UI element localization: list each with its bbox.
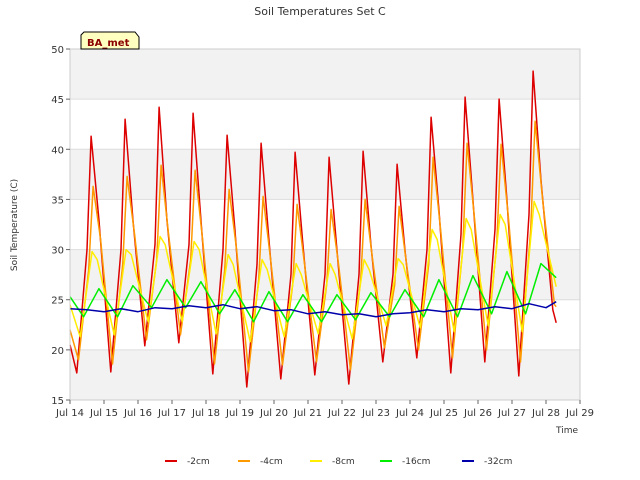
x-tick-label: Jul 17	[157, 408, 186, 419]
y-tick-label: 30	[51, 246, 64, 257]
x-tick-label: Jul 29	[565, 408, 594, 419]
x-axis-ticks: Jul 14 Jul 15 Jul 16 Jul 17 Jul 18 Jul 19 Jul …	[55, 400, 594, 419]
x-tick-label: Jul 25	[429, 408, 458, 419]
x-tick-label: Jul 19	[225, 408, 254, 419]
x-tick-label: Jul 22	[327, 408, 356, 419]
x-tick-label: Jul 18	[191, 408, 220, 419]
site-badge-box	[80, 31, 140, 50]
series-line-16cm	[69, 262, 557, 323]
legend: -2cm -4cm -8cm -16cm -32cm	[165, 457, 512, 467]
plot-background-bands	[70, 49, 580, 400]
y-axis-ticks: 15 20 25 30 35 40 45 50	[51, 45, 70, 407]
y-axis-label: Soil Temperature (C)	[10, 179, 20, 271]
y-tick-label: 35	[51, 195, 64, 206]
background-band	[70, 49, 580, 100]
y-tick-label: 45	[51, 95, 64, 106]
x-tick-label: Jul 14	[55, 408, 84, 419]
legend-label: -8cm	[332, 457, 355, 467]
background-band	[70, 149, 580, 200]
series-line-2cm	[69, 70, 557, 388]
y-tick-label: 15	[51, 396, 64, 407]
plot-area-frame	[69, 48, 581, 401]
x-tick-label: Jul 24	[395, 408, 424, 419]
series-lines	[69, 70, 557, 388]
legend-label: -2cm	[187, 457, 210, 467]
x-tick-label: Jul 28	[531, 408, 560, 419]
y-tick-label: 20	[51, 346, 64, 357]
y-tick-label: 40	[51, 145, 64, 156]
y-tick-label: 25	[51, 296, 64, 307]
x-tick-label: Jul 23	[361, 408, 390, 419]
x-axis-label: Time	[555, 426, 578, 436]
background-band	[70, 199, 580, 250]
legend-label: -32cm	[484, 457, 512, 467]
x-tick-label: Jul 21	[293, 408, 322, 419]
site-badge-label: BA_met	[87, 38, 130, 49]
legend-label: -16cm	[402, 457, 430, 467]
x-tick-label: Jul 20	[259, 408, 288, 419]
x-tick-label: Jul 26	[463, 408, 492, 419]
chart-title: Soil Temperatures Set C	[254, 5, 386, 18]
y-tick-label: 50	[51, 45, 64, 56]
x-tick-label: Jul 15	[89, 408, 118, 419]
legend-label: -4cm	[260, 457, 283, 467]
series-line-32cm	[69, 301, 557, 318]
background-band	[70, 349, 580, 400]
x-tick-label: Jul 27	[497, 408, 526, 419]
x-tick-label: Jul 16	[123, 408, 152, 419]
site-badge: BA_met	[80, 31, 140, 50]
background-band	[70, 99, 580, 150]
